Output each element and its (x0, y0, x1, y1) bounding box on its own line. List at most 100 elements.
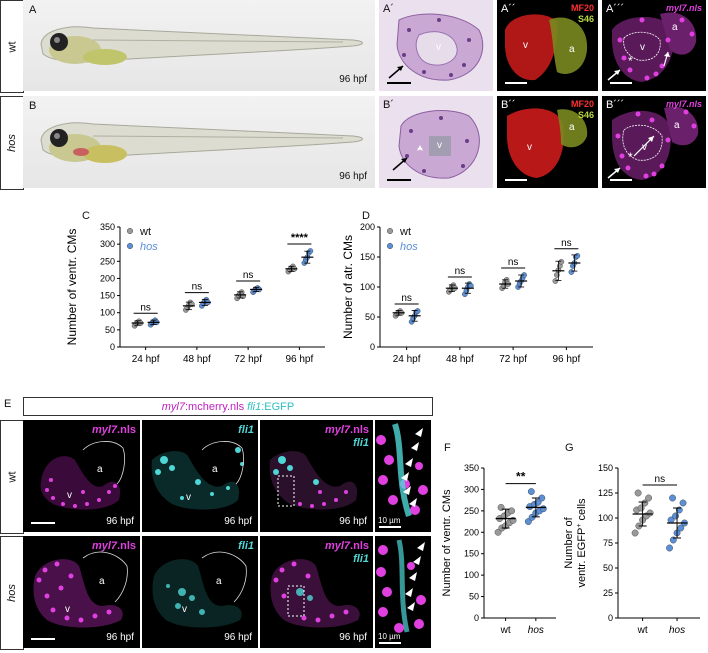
significance-label: **** (291, 232, 309, 244)
panel-label-a: A (29, 4, 37, 16)
y-tick-label: 50 (365, 312, 375, 322)
y-tick-label: 100 (360, 282, 375, 292)
data-point (666, 544, 673, 552)
panel-e-wt-merge-image: myl7.nls fli1 96 hpf (260, 420, 373, 532)
panel-label-b3: B´´´ (606, 99, 625, 111)
fli1-label: fli1 (238, 540, 254, 552)
chart-c: 0 50 100 150 200 250 300 350 Number of ventr. CM… (65, 222, 325, 365)
y-tick-label: 150 (598, 463, 613, 473)
legend-marker (387, 243, 394, 250)
panel-e-hos-merge-image: myl7.nls fli1 96 hpf (260, 536, 373, 648)
panel-label-g: G (565, 442, 574, 454)
larva-wt-illustration (40, 26, 363, 65)
data-point (508, 507, 516, 515)
ventricle-label: v (437, 140, 442, 151)
significance-label: ns (561, 238, 572, 249)
panel-e-wt-myl7-image: myl7.nls a v 96 hpf (23, 420, 140, 532)
ventricle-label: v (436, 42, 441, 53)
heart-wt-magenta (607, 12, 697, 82)
atrium-label: a (216, 576, 222, 587)
significance-label: ns (140, 302, 151, 313)
ventricle-label: v (186, 492, 191, 503)
stage-label: 96 hpf (224, 516, 252, 527)
chart-g: 0 25 50 75 100 125 150 Number ofventr. EGFP+ ce… (563, 463, 700, 636)
legend-marker (387, 228, 394, 235)
stage-label: 96 hpf (339, 171, 367, 182)
fli1-label: fli1 (353, 553, 369, 565)
myl7-italic: myl7 (161, 400, 185, 413)
panel-label-e: E (4, 398, 12, 410)
x-tick-label: 48 hpf (183, 354, 211, 365)
ventricle-label: v (182, 604, 187, 615)
scale-bar (387, 179, 411, 181)
panel-e-hos-myl7-image: myl7.nls a v 96 hpf (23, 536, 140, 648)
legend-label: hos (140, 241, 158, 253)
y-tick-label: 250 (464, 506, 479, 516)
asterisk-label: * (628, 150, 633, 164)
stage-label: 96 hpf (339, 74, 367, 85)
panel-e-wt-zoom-image: 10 µm (375, 420, 431, 532)
y-tick-label: 100 (598, 513, 613, 523)
zoom-wt-illustration (376, 423, 428, 517)
panel-label-d: D (362, 210, 370, 222)
myl7nls-label: myl7.nls (665, 99, 702, 109)
legend-marker (126, 243, 133, 250)
atrium-label: a (569, 44, 575, 55)
data-point (677, 524, 685, 532)
myl7nls-label: myl7.nls (665, 3, 702, 13)
heart-magenta-illustration (40, 441, 125, 510)
fli1-label: fli1 (353, 437, 369, 449)
y-tick-label: 125 (598, 488, 613, 498)
histology-wt-illustration (379, 0, 493, 91)
panel-label-a1: A´ (383, 3, 394, 15)
panel-e-wt-fli1-image: fli1 a v 96 hpf (142, 420, 258, 532)
y-tick-label: 75 (603, 538, 613, 548)
y-tick-label: 0 (110, 342, 115, 352)
y-tick-label: 150 (464, 549, 479, 559)
significance-label: ns (243, 270, 254, 281)
panel-label-a3: A´´´ (606, 3, 625, 15)
stage-label: 96 hpf (339, 516, 367, 527)
panel-label-b1: B´ (383, 99, 394, 111)
fli1-label: fli1 (238, 424, 254, 436)
ventricle-label: v (527, 142, 532, 153)
mf20-label: MF20 (570, 3, 594, 13)
panel-a-larva-image: A 96 hpf (23, 0, 375, 91)
panel-a3-myl7-image: A´´´ myl7.nls v a * (602, 0, 706, 91)
scale-bar (610, 179, 632, 181)
atrium-label: a (212, 464, 218, 475)
scale-label: 10 µm (378, 632, 401, 641)
x-tick-label: 72 hpf (234, 354, 262, 365)
y-tick-label: 150 (360, 252, 375, 262)
x-tick-label: wt (637, 625, 648, 636)
stage-label: 96 hpf (224, 632, 252, 643)
ventricle-label: v (523, 40, 528, 51)
histology-hos-illustration (379, 96, 493, 188)
heart-hos-magenta-illustration (33, 551, 128, 628)
panel-b3-myl7-image: B´´´ myl7.nls v a * (602, 96, 706, 188)
panel-a1-histology-image: A´ v (379, 0, 493, 91)
y-axis-label: Number of atr. CMs (341, 235, 355, 339)
chart-d: 0 50 100 150 200 Number of atr. CMs 24 hpf ns 48… (341, 222, 593, 365)
stage-label: 96 hpf (339, 632, 367, 643)
scale-bar (610, 82, 632, 84)
x-tick-label: 72 hpf (499, 354, 527, 365)
x-tick-label: 24 hpf (393, 354, 421, 365)
myl7nls-label: myl7.nls (324, 540, 369, 552)
y-tick-label: 150 (100, 291, 115, 301)
data-point (494, 528, 502, 536)
scale-bar (387, 82, 411, 84)
significance-label: ** (516, 470, 526, 484)
scale-bar (505, 179, 527, 181)
y-tick-label: 200 (100, 273, 115, 283)
legend-label: wt (399, 226, 411, 238)
significance-label: ns (655, 474, 666, 485)
panel-e-title: myl7:mcherry.nls fli1:EGFP (23, 397, 433, 416)
y-tick-label: 350 (100, 222, 115, 232)
y-tick-label: 350 (464, 463, 479, 473)
ventricle-label: v (640, 42, 645, 53)
atrium-label: a (569, 122, 575, 133)
atrium-label: a (672, 22, 678, 33)
x-tick-label: 96 hpf (552, 354, 580, 365)
data-point (414, 308, 421, 314)
